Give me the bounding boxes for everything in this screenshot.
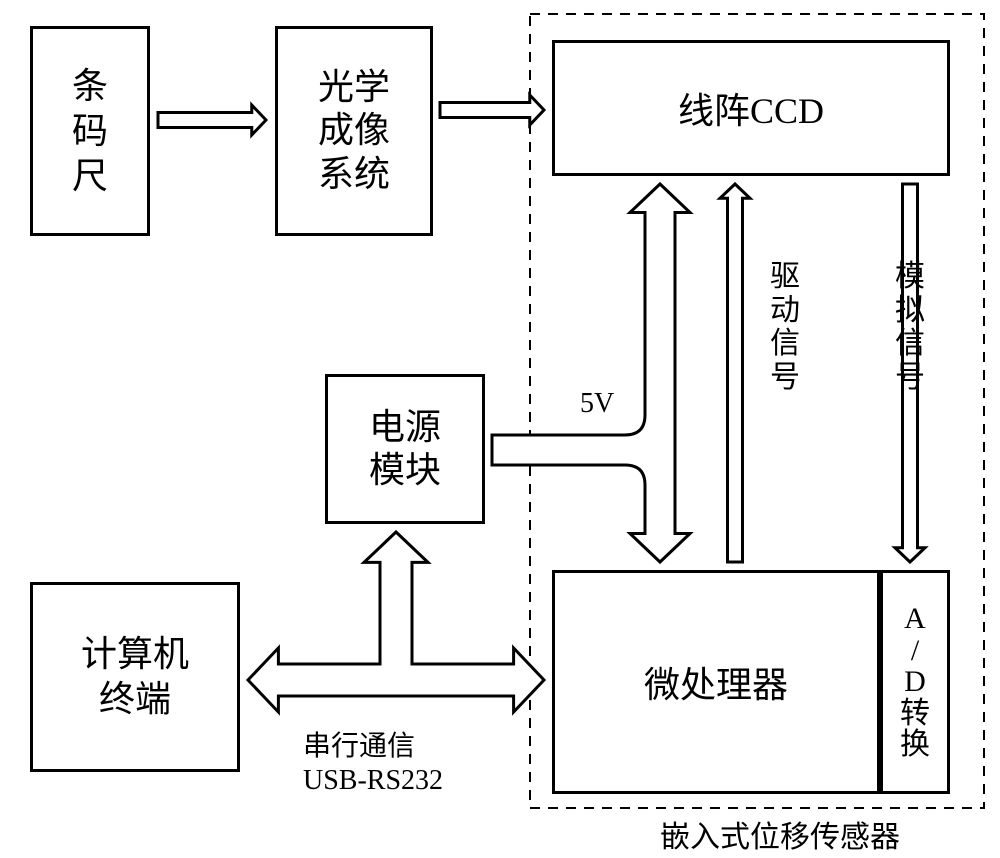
- block-power-module: 电源模块: [325, 374, 485, 524]
- label: 线阵CCD: [678, 82, 824, 134]
- label: 条码尺: [72, 64, 108, 199]
- label-5v: 5V: [580, 388, 614, 420]
- label-drive-signal: 驱动信号: [770, 260, 800, 394]
- label-serial-comm: 串行通信USB-RS232: [303, 730, 443, 797]
- diagram-stage: 条码尺 光学成像系统 线阵CCD 电源模块 微处理器 A/D转换 计算机终端 5…: [0, 0, 1000, 858]
- label-embedded-sensor: 嵌入式位移传感器: [660, 812, 900, 856]
- block-barcode-scale: 条码尺: [30, 26, 150, 236]
- block-microprocessor: 微处理器: [552, 570, 880, 794]
- block-linear-ccd: 线阵CCD: [552, 40, 950, 176]
- label-analog-signal: 模拟信号: [895, 260, 925, 394]
- label: 光学成像系统: [318, 66, 390, 196]
- block-ad-converter: A/D转换: [880, 570, 950, 794]
- label: 计算机终端: [81, 632, 189, 722]
- label: 电源模块: [369, 406, 441, 492]
- label: A/D转换: [900, 603, 930, 761]
- block-computer-terminal: 计算机终端: [30, 582, 240, 772]
- label: 微处理器: [644, 656, 788, 708]
- block-optical-system: 光学成像系统: [275, 26, 433, 236]
